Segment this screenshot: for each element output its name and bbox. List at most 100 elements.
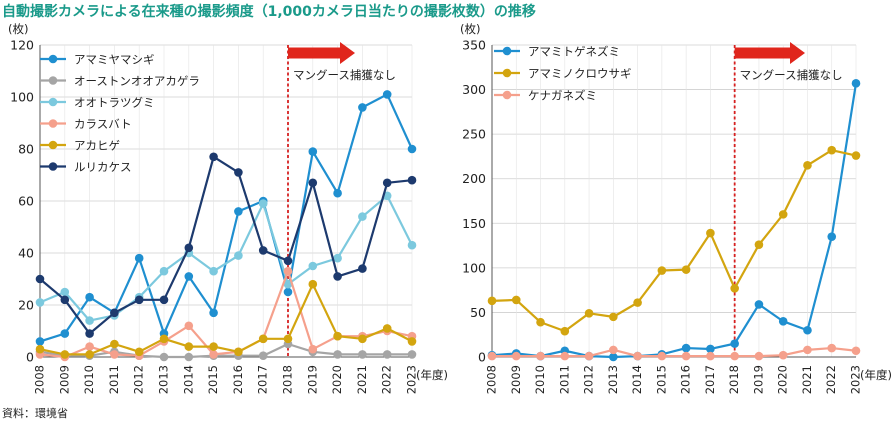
data-point [258,351,268,361]
y-tick-label: 40 [18,246,34,261]
data-point [283,334,293,344]
data-point [778,210,788,219]
data-point [382,178,392,188]
data-point [560,351,570,361]
x-tick-label: 2011 [557,365,571,394]
data-point [110,339,119,349]
x-tick-label: 2016 [679,365,693,394]
source-note: 資料：環境省 [2,407,68,420]
x-tick-label: 2022 [824,365,838,394]
legend-swatch-marker [502,68,512,78]
data-point [778,317,788,326]
data-point [803,161,812,170]
data-point [258,246,268,255]
legend-swatch-marker [48,140,58,150]
data-point [827,343,837,353]
data-point [308,147,318,156]
data-point [657,266,667,275]
x-tick-label: 2012 [582,365,596,394]
data-point [706,344,715,354]
data-point [382,90,392,99]
x-axis-label: (年度) [416,368,448,382]
data-point [134,347,144,357]
data-point [382,350,392,359]
data-point [209,266,218,276]
figure-title: 自動撮影カメラによる在来種の撮影頻度（1,000カメラ日当たりの撮影枚数）の推移 [2,4,536,20]
data-point [85,316,94,325]
data-point [184,342,194,351]
x-tick-label: 2016 [231,365,245,394]
data-point [827,232,837,241]
data-point [560,326,570,336]
x-tick-label: 2014 [181,365,195,394]
data-point [159,266,169,276]
legend-label: ルリカケス [74,160,132,174]
y-tick-label: 120 [10,38,34,53]
data-point [358,350,367,359]
x-tick-label: 2023 [849,365,863,394]
x-tick-label: 2008 [485,365,499,394]
series-line [491,149,857,333]
y-tick-label: 60 [18,194,34,209]
series-6 [35,152,417,338]
data-point [633,298,642,307]
x-tick-label: 2011 [107,365,121,394]
x-tick-label: 2013 [606,365,620,394]
data-point [358,212,367,221]
x-tick-label: 2013 [157,365,171,394]
data-point [184,243,194,253]
y-axis-label: (枚) [8,22,28,36]
data-point [681,351,691,361]
data-point [209,152,218,162]
data-point [85,342,94,351]
annotation-arrowhead [790,42,805,64]
data-point [358,103,367,112]
legend-swatch-marker [502,46,512,56]
x-tick-label: 2020 [776,365,790,394]
legend-swatch-marker [48,76,58,85]
y-axis-label: (枚) [460,22,480,36]
data-point [85,350,94,359]
x-tick-label: 2018 [727,365,741,394]
data-point [209,350,218,359]
series-line [39,93,414,343]
data-point [159,334,169,344]
data-point [407,175,417,185]
data-point [657,351,667,361]
x-tick-label: 2010 [82,365,96,394]
data-point [333,253,342,263]
data-point [730,284,739,293]
data-point [633,351,642,361]
y-tick-label: 50 [470,305,486,320]
data-point [234,347,243,357]
chart-panel-2: 0 50 100 150 200 250 300 350 (枚) 2008 2009 2010 2011… [460,22,892,394]
data-point [511,295,521,305]
x-tick-label: 2020 [330,365,344,394]
x-tick-label: 2012 [132,365,146,394]
data-point [382,324,392,333]
series-2 [487,145,861,336]
data-point [730,339,739,348]
series-line [39,270,413,359]
data-point [234,207,243,216]
annotation-arrow-shaft [734,47,791,59]
data-point [159,295,169,305]
data-point [584,309,594,318]
data-point [754,300,764,309]
series-5 [35,279,417,359]
legend-swatch-marker [48,54,58,64]
data-point [308,279,318,289]
y-tick-label: 300 [462,82,486,97]
data-point [754,351,764,361]
data-point [234,168,243,177]
series-line [39,155,413,335]
data-point [159,352,169,362]
x-tick-label: 2009 [509,365,523,394]
series-3 [35,191,417,325]
x-tick-label: 2015 [654,365,668,394]
x-tick-label: 2019 [305,365,319,394]
data-point [134,253,144,263]
legend-label: アマミヤマシギ [74,53,155,67]
data-point [333,272,342,281]
data-point [209,308,218,318]
